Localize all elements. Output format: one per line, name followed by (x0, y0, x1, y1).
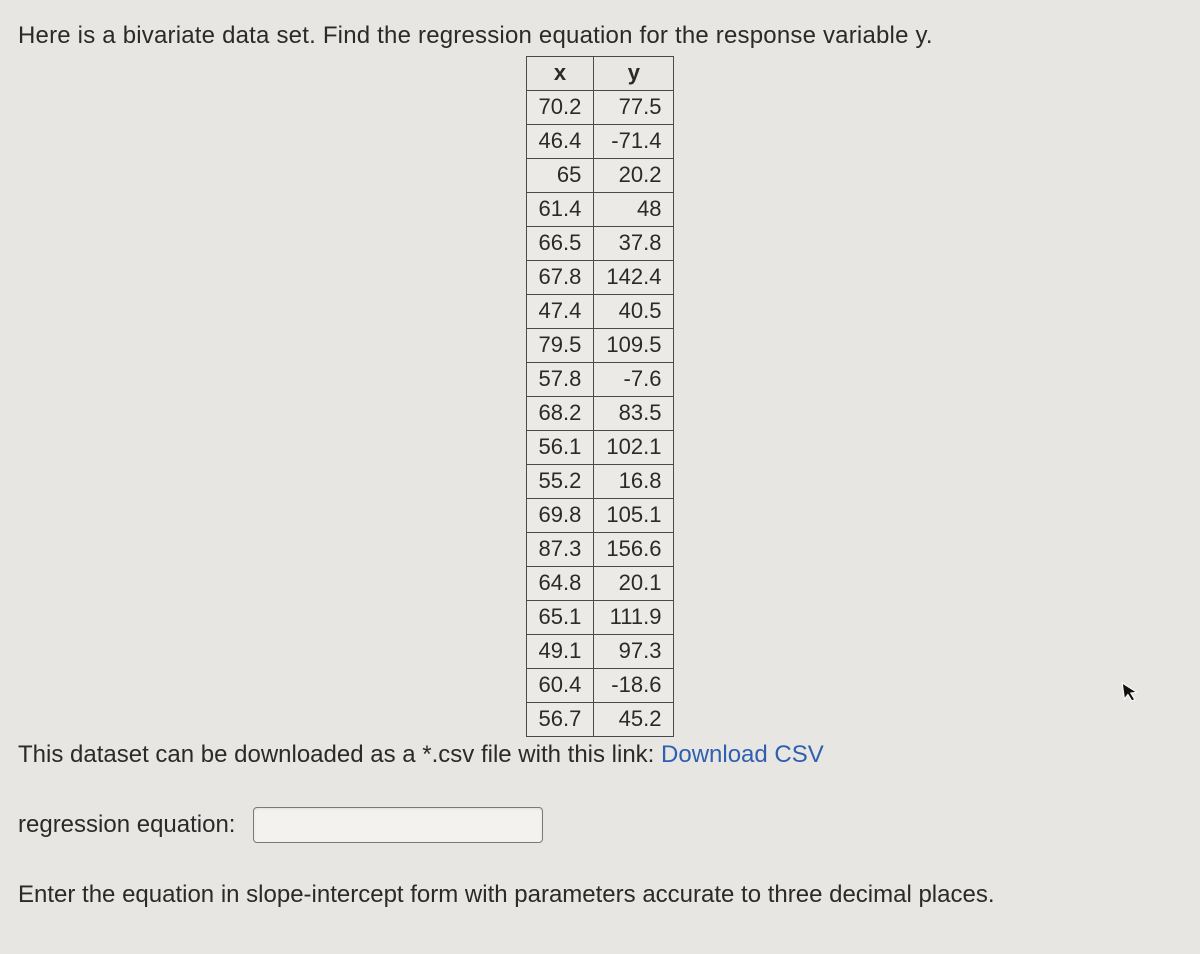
table-cell: 16.8 (594, 465, 674, 499)
table-cell: 142.4 (594, 261, 674, 295)
table-row: 61.448 (526, 193, 674, 227)
table-row: 79.5109.5 (526, 329, 674, 363)
table-row: 56.1102.1 (526, 431, 674, 465)
table-cell: 70.2 (526, 91, 594, 125)
table-cell: 97.3 (594, 635, 674, 669)
table-cell: 64.8 (526, 567, 594, 601)
table-row: 49.197.3 (526, 635, 674, 669)
table-cell: -18.6 (594, 669, 674, 703)
table-cell: 77.5 (594, 91, 674, 125)
table-row: 69.8105.1 (526, 499, 674, 533)
table-cell: 67.8 (526, 261, 594, 295)
table-cell: 65 (526, 159, 594, 193)
table-row: 46.4-71.4 (526, 125, 674, 159)
answer-instruction: Enter the equation in slope-intercept fo… (18, 881, 1182, 909)
cursor-icon (1120, 679, 1142, 711)
data-table: x y 70.277.546.4-71.46520.261.44866.537.… (526, 56, 675, 737)
table-row: 87.3156.6 (526, 533, 674, 567)
table-cell: 45.2 (594, 703, 674, 737)
table-row: 66.537.8 (526, 227, 674, 261)
table-cell: 56.7 (526, 703, 594, 737)
table-cell: 20.1 (594, 567, 674, 601)
table-cell: 20.2 (594, 159, 674, 193)
table-cell: 61.4 (526, 193, 594, 227)
table-row: 56.745.2 (526, 703, 674, 737)
table-cell: 48 (594, 193, 674, 227)
table-row: 64.820.1 (526, 567, 674, 601)
regression-equation-input[interactable] (253, 807, 543, 843)
table-cell: -7.6 (594, 363, 674, 397)
table-cell: 57.8 (526, 363, 594, 397)
download-text: This dataset can be downloaded as a *.cs… (18, 741, 661, 768)
table-cell: -71.4 (594, 125, 674, 159)
table-cell: 87.3 (526, 533, 594, 567)
table-cell: 37.8 (594, 227, 674, 261)
table-cell: 83.5 (594, 397, 674, 431)
table-cell: 156.6 (594, 533, 674, 567)
table-cell: 79.5 (526, 329, 594, 363)
table-cell: 66.5 (526, 227, 594, 261)
download-line: This dataset can be downloaded as a *.cs… (18, 741, 1182, 769)
table-row: 60.4-18.6 (526, 669, 674, 703)
table-cell: 111.9 (594, 601, 674, 635)
col-header-x: x (526, 57, 594, 91)
table-cell: 47.4 (526, 295, 594, 329)
table-row: 67.8142.4 (526, 261, 674, 295)
table-cell: 69.8 (526, 499, 594, 533)
table-row: 47.440.5 (526, 295, 674, 329)
table-cell: 109.5 (594, 329, 674, 363)
table-row: 70.277.5 (526, 91, 674, 125)
table-cell: 40.5 (594, 295, 674, 329)
table-row: 65.1111.9 (526, 601, 674, 635)
answer-label: regression equation: (18, 811, 235, 839)
table-cell: 55.2 (526, 465, 594, 499)
table-row: 68.283.5 (526, 397, 674, 431)
table-row: 57.8-7.6 (526, 363, 674, 397)
table-cell: 60.4 (526, 669, 594, 703)
table-row: 55.216.8 (526, 465, 674, 499)
table-cell: 105.1 (594, 499, 674, 533)
table-cell: 46.4 (526, 125, 594, 159)
table-cell: 65.1 (526, 601, 594, 635)
table-cell: 49.1 (526, 635, 594, 669)
download-csv-link[interactable]: Download CSV (661, 741, 824, 768)
table-cell: 68.2 (526, 397, 594, 431)
table-row: 6520.2 (526, 159, 674, 193)
table-cell: 56.1 (526, 431, 594, 465)
question-prompt: Here is a bivariate data set. Find the r… (18, 22, 1182, 50)
table-cell: 102.1 (594, 431, 674, 465)
col-header-y: y (594, 57, 674, 91)
